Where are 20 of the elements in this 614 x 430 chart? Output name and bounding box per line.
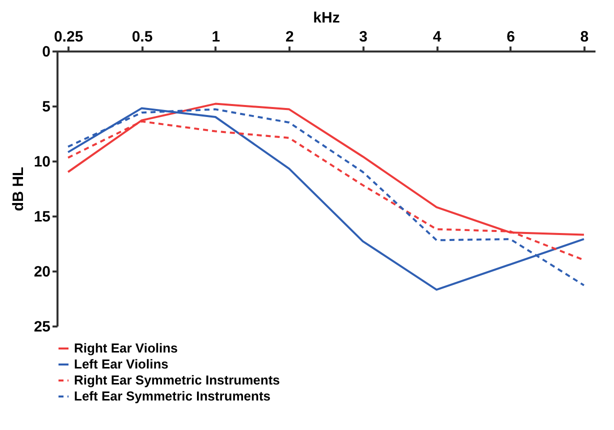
y-axis-title: dB HL (10, 166, 27, 212)
y-tick-label: 15 (34, 208, 50, 226)
x-tick-label: 3 (359, 28, 368, 46)
legend-label: Left Ear Violins (74, 356, 168, 372)
y-tick-label: 0 (42, 44, 50, 60)
x-tick-label: 0.25 (54, 28, 84, 46)
legend-label: Right Ear Symmetric Instruments (74, 372, 280, 388)
x-tick-label: 2 (285, 28, 294, 46)
y-tick-label: 20 (34, 264, 50, 280)
y-tick-label: 5 (42, 98, 50, 116)
x-tick-label: 8 (580, 28, 589, 46)
x-tick-label: 4 (432, 28, 442, 46)
x-tick-label: 6 (506, 28, 515, 46)
legend-label: Left Ear Symmetric Instruments (74, 388, 271, 404)
x-tick-label: 0.5 (132, 28, 153, 46)
y-tick-label: 10 (34, 154, 50, 170)
y-tick-label: 25 (34, 318, 50, 336)
x-tick-label: 1 (212, 28, 220, 46)
x-axis-title: kHz (313, 10, 340, 26)
legend-label: Right Ear Violins (74, 340, 178, 356)
